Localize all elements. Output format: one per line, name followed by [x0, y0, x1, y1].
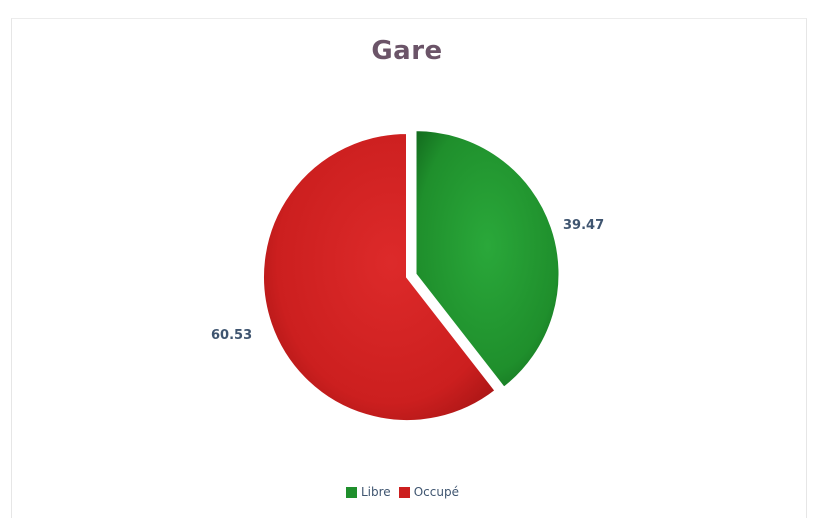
- pie-slice-occupe: [262, 131, 497, 422]
- data-label-occupe: 60.53: [211, 328, 253, 343]
- legend-label-libre: Libre: [361, 485, 391, 499]
- legend-swatch-libre: [346, 486, 357, 498]
- data-label-libre: 39.47: [563, 218, 605, 233]
- chart-legend: Libre Occupé: [346, 485, 459, 499]
- legend-item-libre: Libre: [346, 485, 391, 499]
- chart-frame: [11, 18, 807, 518]
- legend-label-occupe: Occupé: [413, 485, 459, 499]
- legend-swatch-occupe: [398, 486, 410, 498]
- chart-title: Gare: [371, 36, 443, 66]
- legend-item-occupe: Occupé: [398, 485, 459, 499]
- pie-slice-libre: [414, 129, 561, 390]
- pie-chart: [262, 129, 561, 422]
